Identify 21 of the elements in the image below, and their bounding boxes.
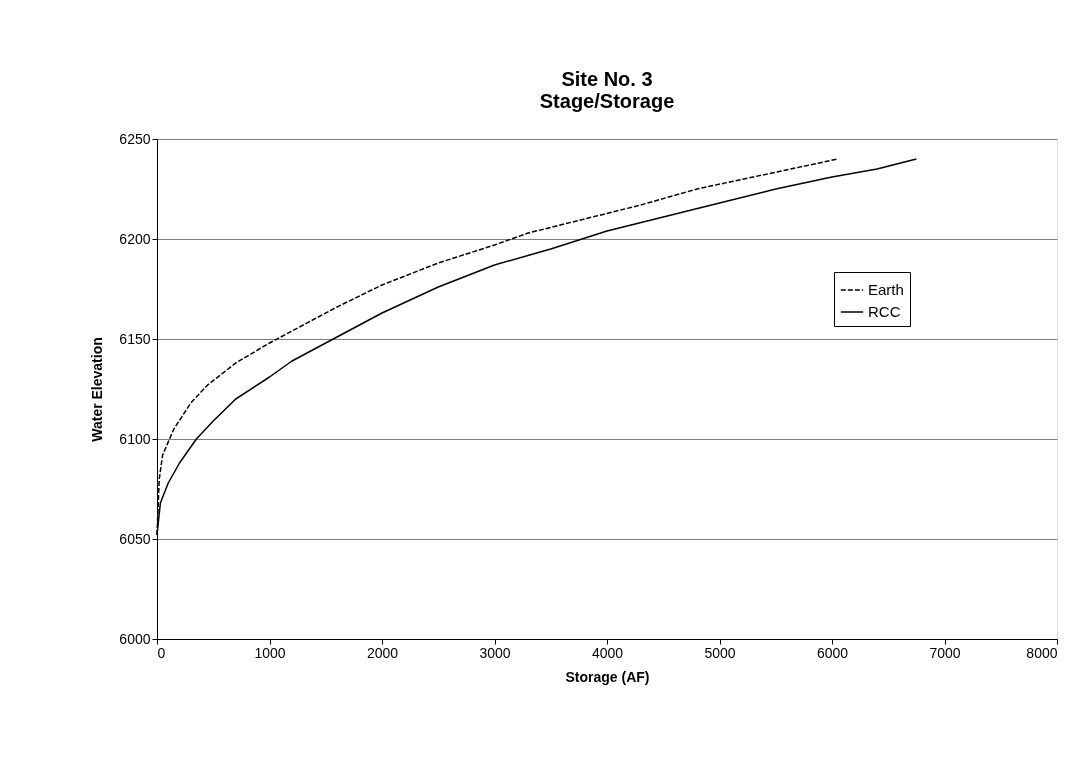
y-tick-label: 6250: [119, 130, 151, 147]
y-tick-label: 6150: [119, 330, 151, 347]
text: Stage/Storage: [539, 90, 675, 112]
y-axis-title: Water Elevation: [89, 337, 106, 442]
y-tick-label: 6000: [119, 630, 151, 647]
x-tick-label: 7000: [929, 644, 961, 661]
y-tick-label: 6200: [119, 230, 151, 247]
x-tick-label: 3000: [479, 644, 511, 661]
legend-label: Earth: [868, 281, 904, 298]
x-tick-label: 0: [157, 644, 166, 661]
legend-label: RCC: [868, 303, 901, 320]
x-axis-title: Storage (AF): [565, 668, 650, 685]
x-tick-label: 4000: [591, 644, 624, 661]
text: Site No. 3: [561, 68, 653, 90]
x-tick-label: 5000: [704, 644, 736, 661]
x-tick-label: 2000: [366, 644, 399, 661]
y-tick-label: 6050: [119, 530, 151, 547]
y-tick-label: 6100: [119, 430, 151, 447]
x-tick-label: 6000: [816, 644, 849, 661]
x-tick-label: 8000: [1026, 644, 1058, 661]
x-tick-label: 1000: [254, 644, 286, 661]
